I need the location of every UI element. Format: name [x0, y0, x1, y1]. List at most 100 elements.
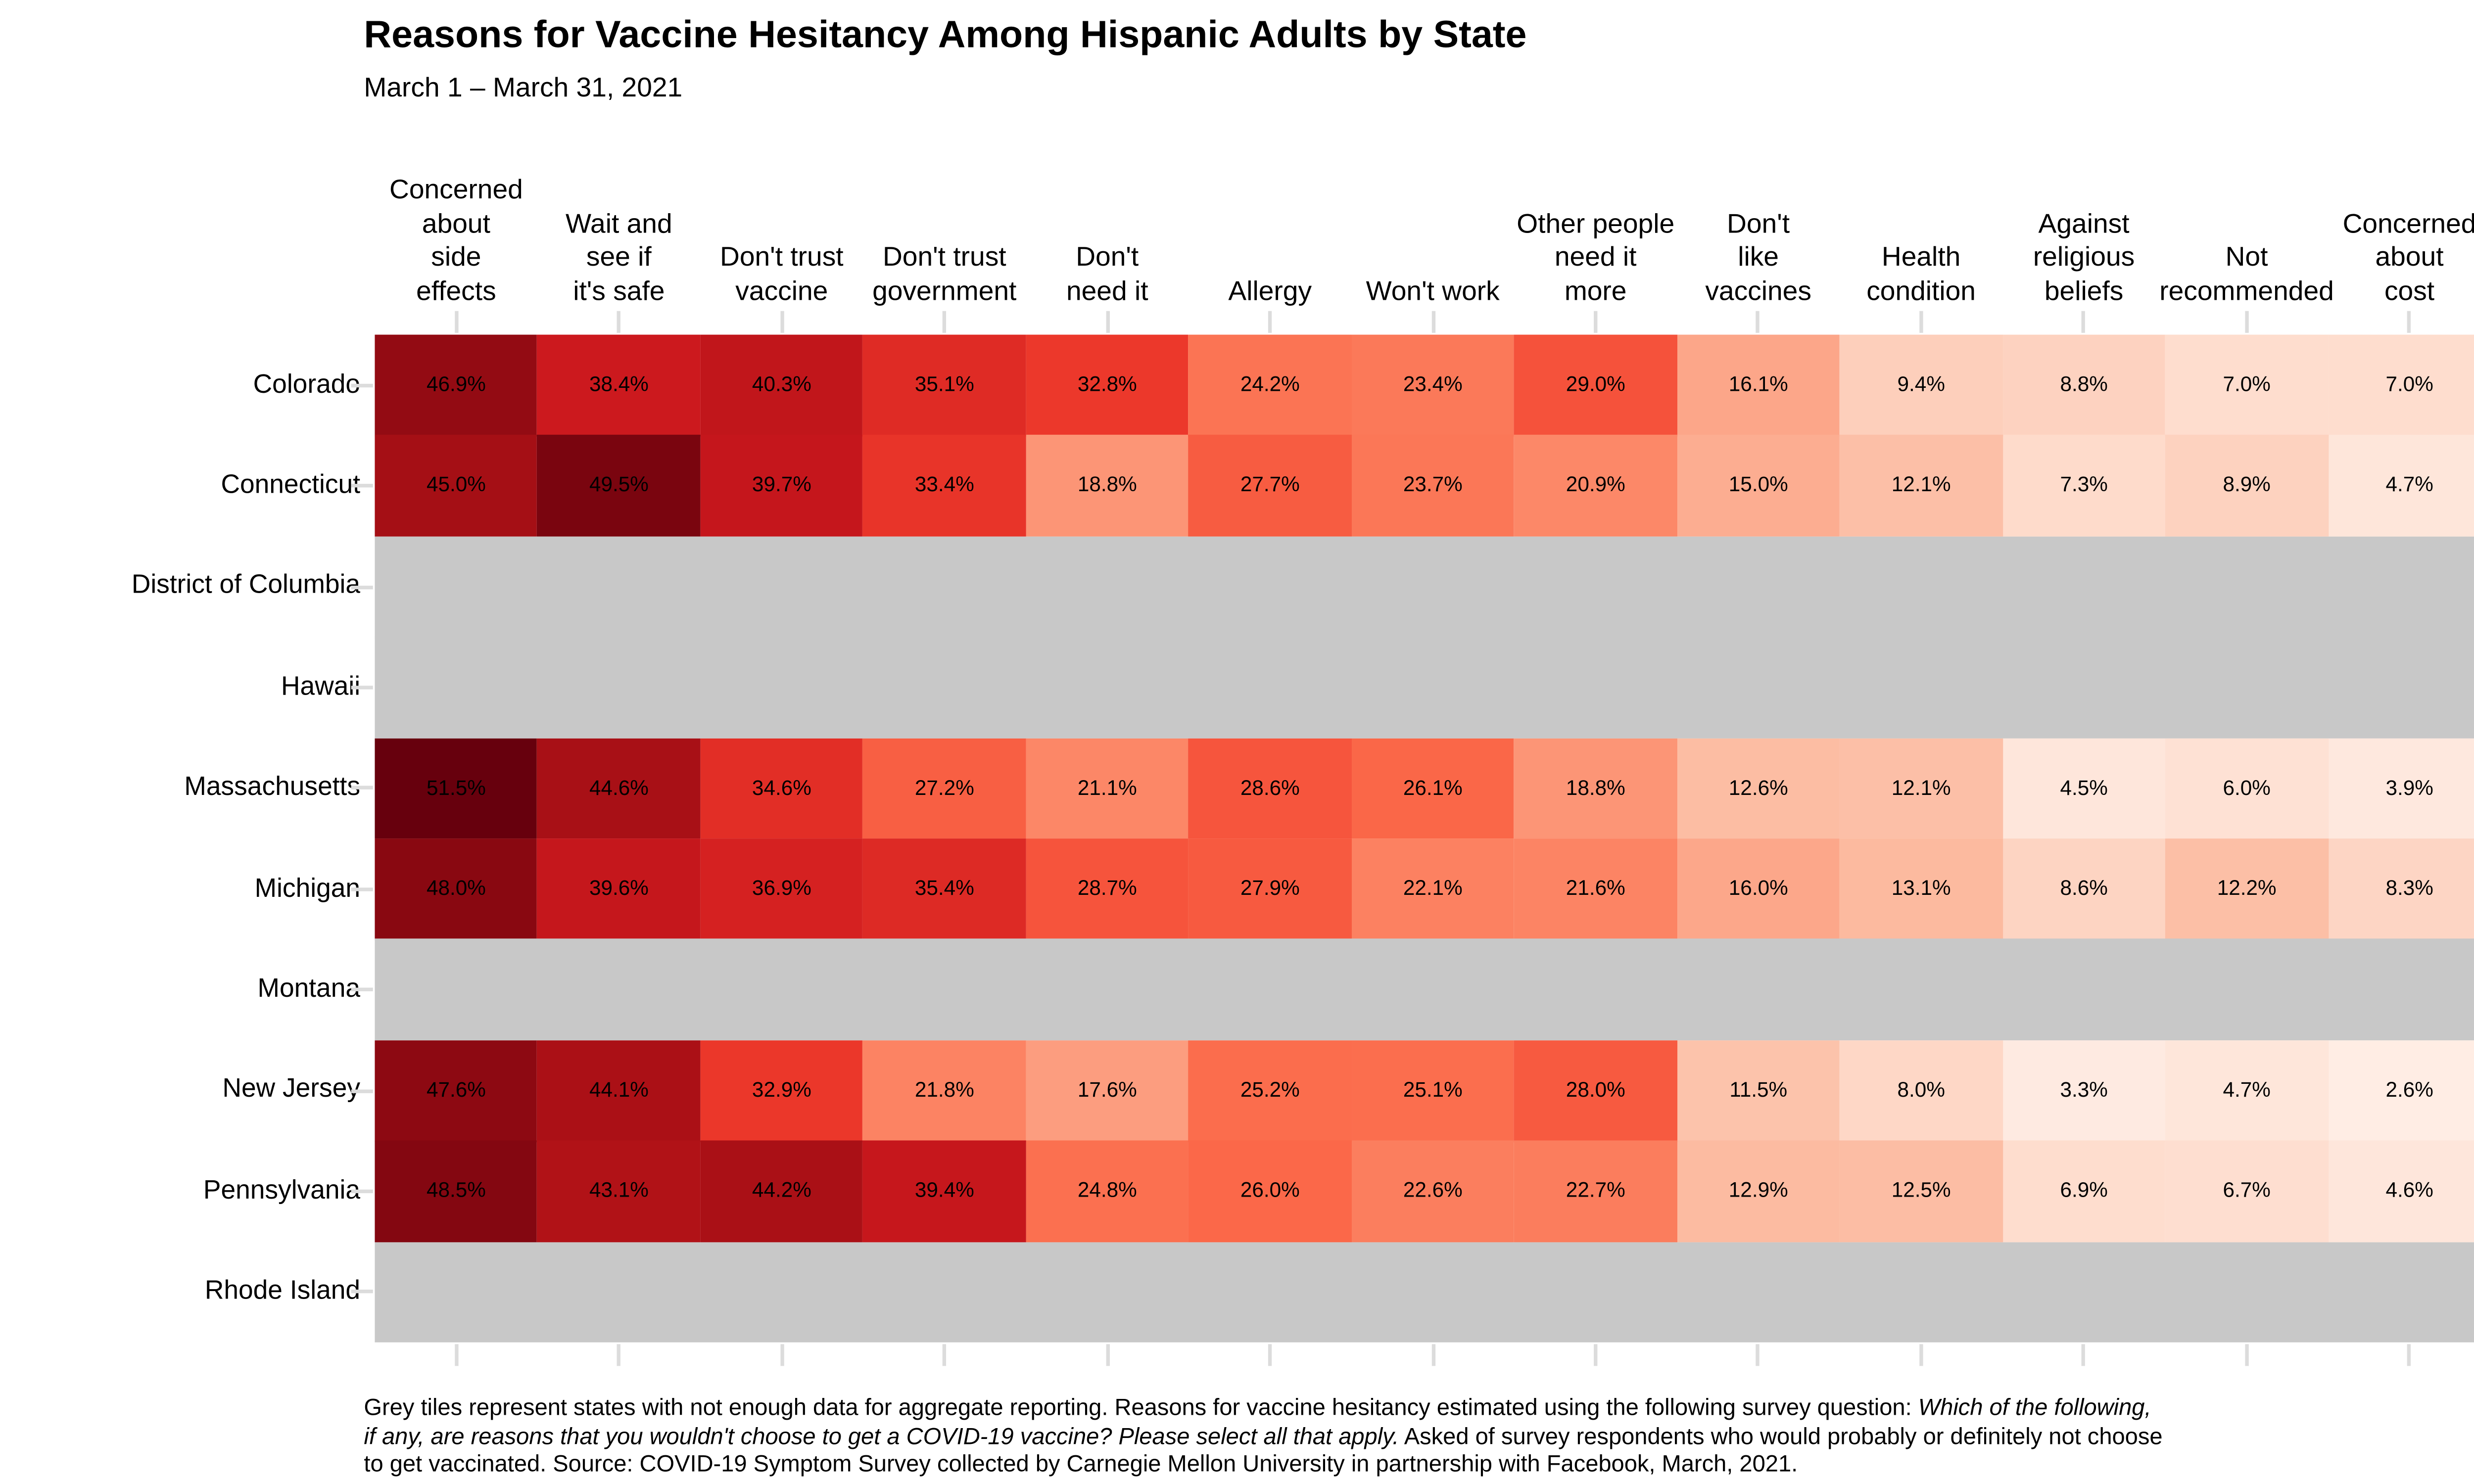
heatmap-cell: 12.1% [1840, 435, 2003, 537]
footnote-line: Grey tiles represent states with not eno… [364, 1393, 2162, 1422]
heatmap-cell: 27.7% [1189, 435, 1352, 537]
no-data-row [375, 1241, 2474, 1344]
footnote-italic-text: Which of the following, [1918, 1393, 2151, 1421]
footnote-text: to get vaccinated. Source: COVID-19 Symp… [364, 1450, 1798, 1478]
heatmap-cell: 2.6% [2328, 1040, 2474, 1142]
no-data-row [375, 939, 2474, 1041]
axis-tick [1594, 1344, 1598, 1366]
row-label: Massachusetts [184, 773, 361, 803]
axis-tick [617, 311, 621, 333]
row-label: New Jersey [222, 1075, 361, 1105]
heatmap-cell: 12.5% [1840, 1141, 2003, 1243]
row-label: Michigan [254, 874, 361, 904]
axis-tick [351, 383, 373, 387]
heatmap-row: 48.5% 43.1% 44.2% 39.4% 24.8% 26.0% 22.6% 22.7%… [375, 1141, 2474, 1243]
column-header: Allergy [1228, 276, 1312, 307]
footnote-italic-text: if any, are reasons that you wouldn't ch… [364, 1421, 1399, 1449]
heatmap-cell: 6.7% [2165, 1141, 2329, 1243]
heatmap-cell: 4.5% [2002, 738, 2166, 839]
heatmap-cell: 35.1% [863, 334, 1026, 437]
axis-tick [1105, 1344, 1109, 1366]
heatmap-cell: 16.0% [1677, 838, 1840, 940]
heatmap-cell: 22.6% [1351, 1141, 1515, 1243]
column-header: Won't work [1366, 276, 1500, 307]
footnote-line: to get vaccinated. Source: COVID-19 Symp… [364, 1450, 2162, 1478]
heatmap-cell: 26.1% [1351, 738, 1515, 839]
axis-tick [454, 311, 458, 333]
heatmap-cell: 32.9% [700, 1040, 863, 1142]
heatmap-cell: 21.8% [863, 1040, 1026, 1142]
axis-tick [1756, 311, 1760, 333]
heatmap-cell: 6.0% [2165, 738, 2329, 839]
heatmap-cell: 23.7% [1351, 435, 1515, 537]
axis-tick [1431, 311, 1435, 333]
heatmap-cell: 3.9% [2328, 738, 2474, 839]
heatmap-cell: 25.1% [1351, 1040, 1515, 1142]
heatmap-cell: 24.2% [1189, 334, 1352, 437]
heatmap-cell: 7.0% [2165, 334, 2329, 437]
axis-tick [351, 1290, 373, 1294]
heatmap-cell: 39.4% [863, 1141, 1026, 1243]
footnote: Grey tiles represent states with not eno… [364, 1393, 2162, 1479]
axis-tick [351, 987, 373, 992]
heatmap-cell: 20.9% [1514, 435, 1677, 537]
axis-tick [780, 311, 784, 333]
axis-tick [617, 1344, 621, 1366]
heatmap-cell: 25.2% [1189, 1040, 1352, 1142]
heatmap-cell: 17.6% [1026, 1040, 1189, 1142]
heatmap-cell: 6.9% [2002, 1141, 2166, 1243]
row-label: Montana [257, 975, 361, 1004]
axis-tick [351, 685, 373, 690]
heatmap-cell: 28.0% [1514, 1040, 1677, 1142]
column-header: Concerned about side effects [389, 174, 523, 307]
heatmap-cell: 4.7% [2328, 435, 2474, 537]
heatmap-cell: 8.8% [2002, 334, 2166, 437]
heatmap-cell: 43.1% [537, 1141, 701, 1243]
heatmap-cell: 39.7% [700, 435, 863, 537]
heatmap-cell: 22.7% [1514, 1141, 1677, 1243]
heatmap-cell: 11.5% [1677, 1040, 1840, 1142]
heatmap-cell: 27.2% [863, 738, 1026, 839]
axis-tick [2082, 1344, 2086, 1366]
heatmap-cell: 8.0% [1840, 1040, 2003, 1142]
heatmap-cell: 7.3% [2002, 435, 2166, 537]
heatmap-cell: 23.4% [1351, 334, 1515, 437]
row-label: District of Columbia [131, 572, 361, 602]
column-header: Concerned about cost [2342, 208, 2474, 307]
axis-tick [2244, 311, 2249, 333]
heatmap-row: 48.0% 39.6% 36.9% 35.4% 28.7% 27.9% 22.1% 21.6%… [375, 838, 2474, 940]
axis-tick [351, 1088, 373, 1093]
heatmap-cell: 15.0% [1677, 435, 1840, 537]
heatmap-cell: 16.1% [1677, 334, 1840, 437]
heatmap-cell: 26.0% [1189, 1141, 1352, 1243]
heatmap-cell: 29.0% [1514, 334, 1677, 437]
column-header: Against religious beliefs [2033, 208, 2135, 307]
axis-tick [1919, 1344, 1923, 1366]
heatmap-cell: 22.1% [1351, 838, 1515, 940]
axis-tick [1919, 311, 1923, 333]
axis-tick [1594, 311, 1598, 333]
heatmap-row: 46.9% 38.4% 40.3% 35.1% 32.8% 24.2% 23.4% 29.0%… [375, 334, 2474, 437]
heatmap-cell: 48.0% [375, 838, 538, 940]
axis-tick [1105, 311, 1109, 333]
axis-tick [943, 1344, 947, 1366]
axis-tick [1268, 311, 1272, 333]
heatmap-cell: 46.9% [375, 334, 538, 437]
heatmap-cell: 18.8% [1514, 738, 1677, 839]
heatmap-cell: 51.5% [375, 738, 538, 839]
column-header: Other people need it more [1517, 208, 1675, 307]
footnote-line: if any, are reasons that you wouldn't ch… [364, 1422, 2162, 1450]
heatmap-cell: 32.8% [1026, 334, 1189, 437]
heatmap-cell: 48.5% [375, 1141, 538, 1243]
no-data-row [375, 637, 2474, 739]
heatmap-cell: 24.8% [1026, 1141, 1189, 1243]
axis-tick [351, 887, 373, 891]
heatmap-cell: 9.4% [1840, 334, 2003, 437]
footnote-text: Grey tiles represent states with not eno… [364, 1393, 1918, 1421]
heatmap-cell: 28.6% [1189, 738, 1352, 839]
axis-tick [943, 311, 947, 333]
heatmap-cell: 49.5% [537, 435, 701, 537]
heatmap-cell: 45.0% [375, 435, 538, 537]
